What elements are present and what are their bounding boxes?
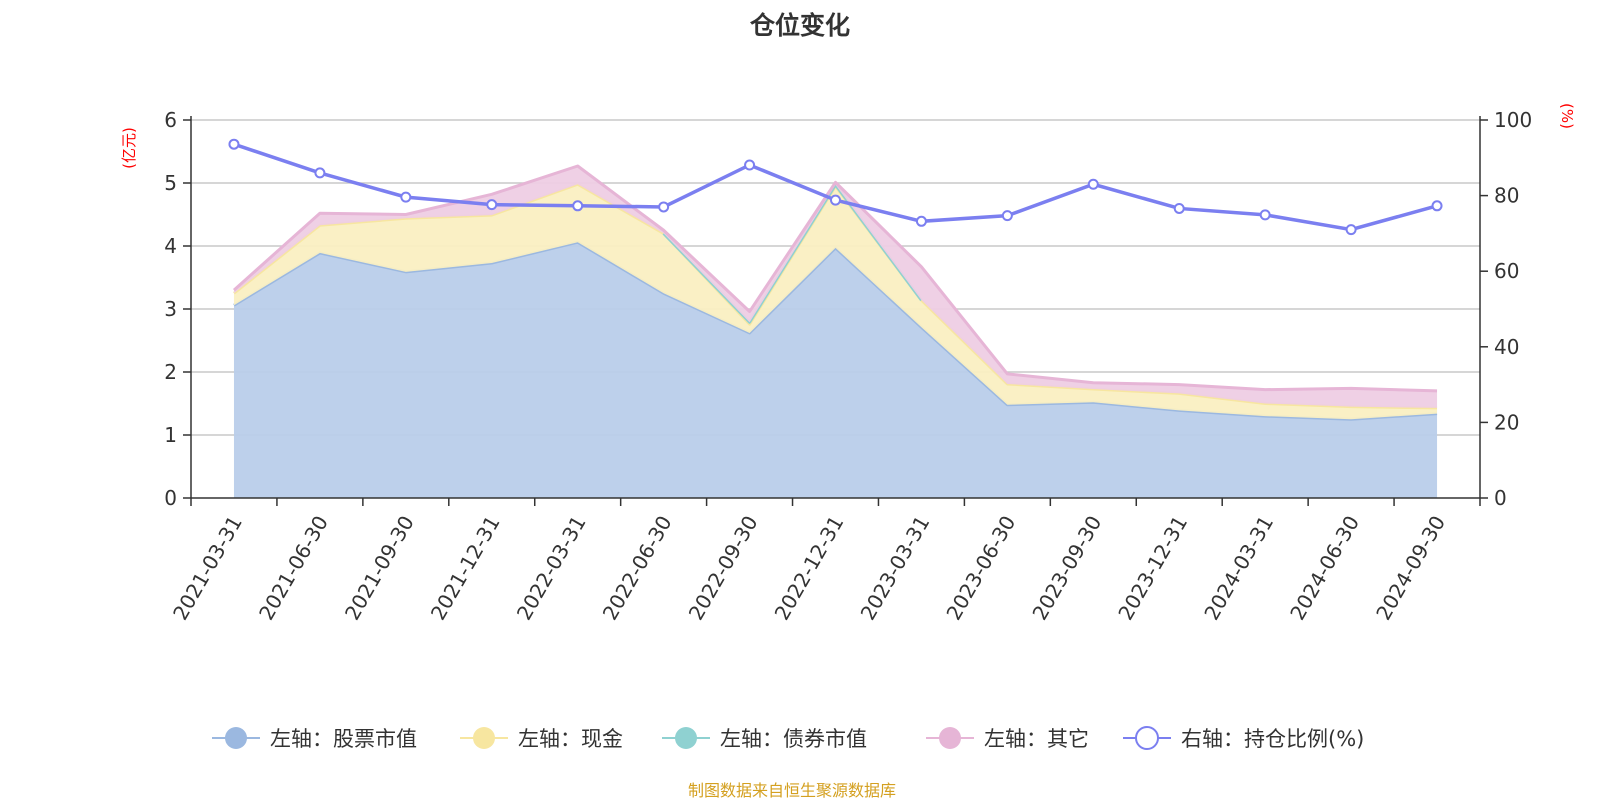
right-axis-tick-label: 40 [1494,335,1519,359]
area-series-0 [233,242,1438,498]
left-axis-unit: (亿元) [120,127,138,169]
legend-label: 右轴：持仓比例(%) [1181,727,1364,751]
legend-item-3[interactable]: 左轴：其它 [926,727,1089,751]
legend-circle-icon [225,727,247,749]
left-axis-tick-label: 6 [164,108,177,132]
left-axis-tick-label: 5 [164,171,177,195]
holding-ratio-point [1001,210,1013,222]
holding-ratio-point [228,138,240,150]
legend-label: 左轴：股票市值 [270,727,417,751]
left-axis-tick-label: 4 [164,234,177,258]
x-axis-tick-label: 2023-12-31 [1113,512,1192,625]
holding-ratio-point [1087,178,1099,190]
holding-ratio-point [1259,209,1271,221]
legend-label: 左轴：其它 [984,727,1089,751]
x-axis-tick-label: 2023-03-31 [856,512,935,625]
holding-ratio-point [314,167,326,179]
legend-circle-icon [939,727,961,749]
legend-item-1[interactable]: 左轴：现金 [460,727,623,751]
right-axis-tick-label: 20 [1494,410,1519,434]
x-axis-tick-label: 2024-09-30 [1371,512,1450,625]
x-axis-tick-label: 2021-09-30 [340,512,419,625]
holding-ratio-point [1431,200,1443,212]
data-source-footer: 制图数据来自恒生聚源数据库 [688,781,896,800]
holding-ratio-point [658,201,670,213]
holding-ratio-point [1345,224,1357,236]
right-axis-unit: (%) [1558,103,1576,129]
left-axis-tick-label: 3 [164,297,177,321]
holding-ratio-point [744,159,756,171]
right-axis-tick-label: 80 [1494,184,1519,208]
legend-item-4[interactable]: 右轴：持仓比例(%) [1123,726,1364,751]
x-axis-tick-label: 2022-12-31 [770,512,849,625]
legend-item-0[interactable]: 左轴：股票市值 [212,727,417,751]
legend-circle-icon [473,727,495,749]
legend-item-2[interactable]: 左轴：债券市值 [662,727,867,751]
holding-ratio-point [830,194,841,206]
holding-ratio-point [486,199,498,211]
legend-circle-icon [675,727,697,749]
left-axis-tick-label: 1 [164,423,177,447]
legend-label: 左轴：债券市值 [720,727,867,751]
x-axis-tick-label: 2024-06-30 [1285,512,1364,625]
right-axis-tick-label: 0 [1494,486,1507,510]
right-axis-tick-label: 100 [1494,108,1532,132]
right-axis-tick-label: 60 [1494,259,1519,283]
chart-title: 仓位变化 [749,11,850,40]
x-axis-tick-label: 2024-03-31 [1199,512,1278,625]
x-axis-tick-label: 2022-09-30 [684,512,763,625]
x-axis-tick-label: 2023-09-30 [1027,512,1106,625]
legend-circle-icon [1135,726,1159,750]
x-axis-tick-label: 2021-06-30 [254,512,333,625]
holding-ratio-point [400,191,412,203]
x-axis-tick-label: 2021-03-31 [168,512,247,625]
x-axis-tick-label: 2022-03-31 [512,512,591,625]
x-axis-tick-label: 2022-06-30 [598,512,677,625]
area-series-1 [233,184,1438,420]
left-axis-tick-label: 2 [164,360,177,384]
area-series-line-3 [232,164,1438,393]
legend-label: 左轴：现金 [518,727,623,751]
holding-ratio-point [1173,202,1185,214]
holding-ratio-point [572,200,584,212]
x-axis-tick-label: 2023-06-30 [941,512,1020,625]
x-axis-tick-label: 2021-12-31 [426,512,505,625]
left-axis-tick-label: 0 [164,486,177,510]
holding-ratio-point [915,215,927,227]
